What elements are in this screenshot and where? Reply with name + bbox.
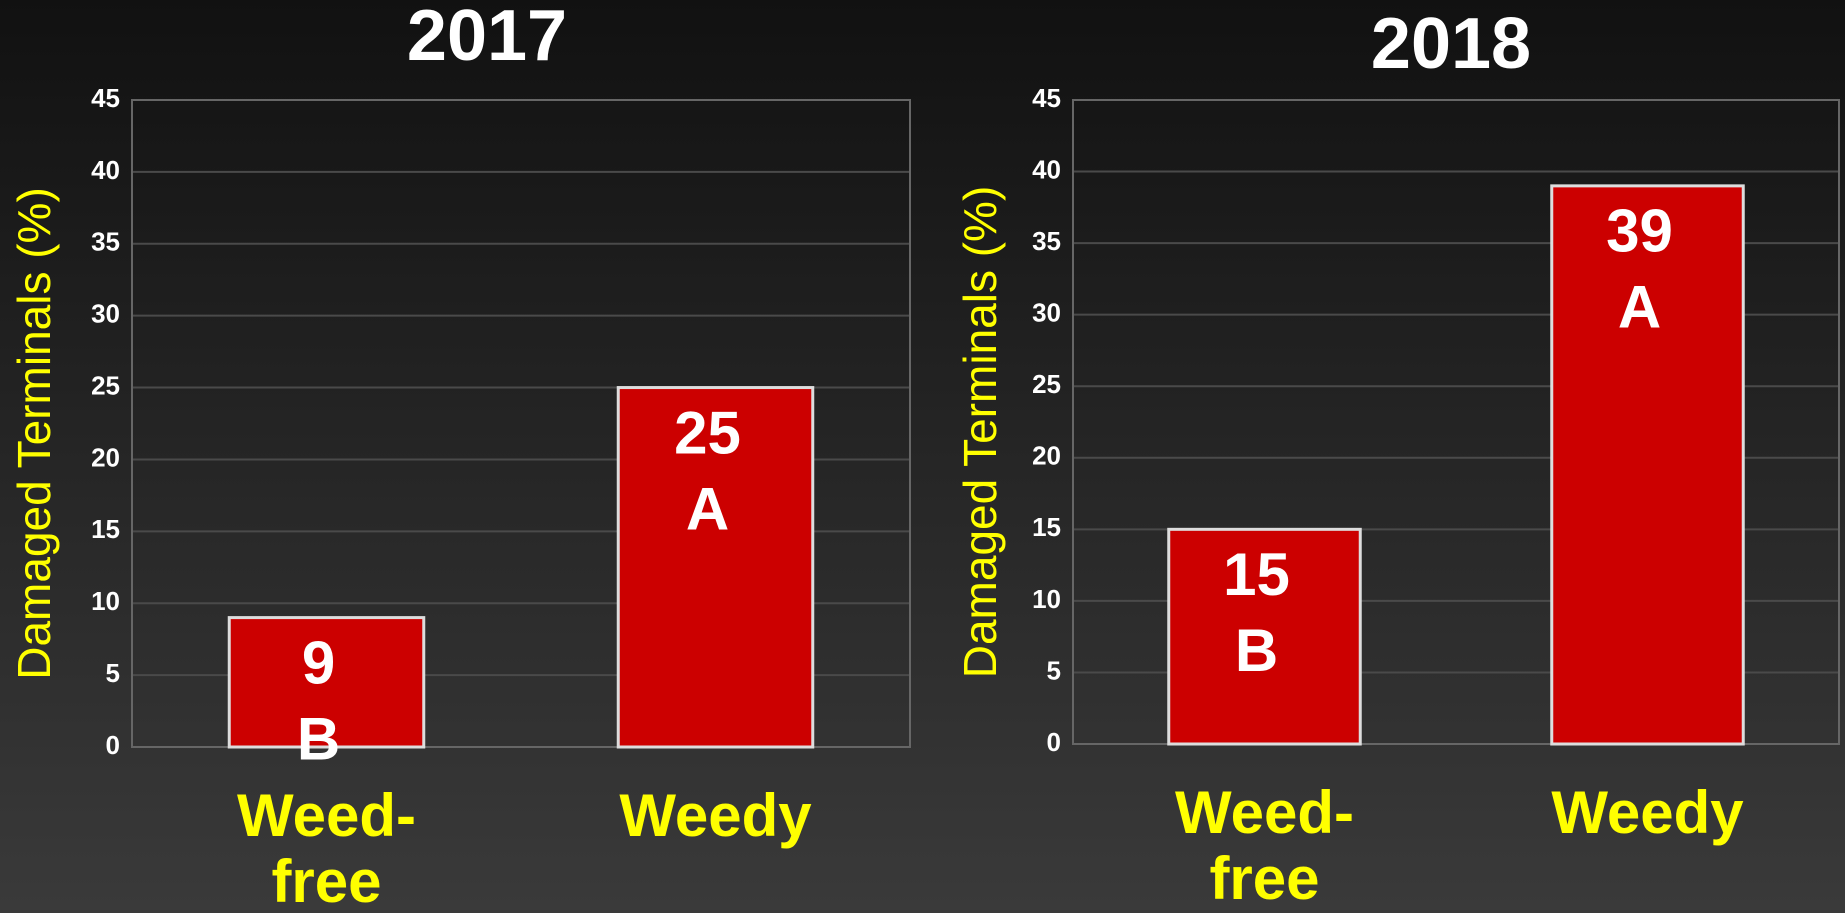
- letter-label: B: [297, 705, 340, 772]
- y-tick-label: 40: [1032, 154, 1061, 184]
- x-tick-label: Weed-free: [1175, 779, 1354, 912]
- x-tick-label: Weed-free: [237, 782, 416, 915]
- y-tick-label: 45: [91, 83, 120, 113]
- x-tick-label: Weedy: [1551, 779, 1744, 846]
- y-tick-label: 15: [1032, 512, 1061, 542]
- y-tick-label: 20: [1032, 441, 1061, 471]
- value-label: 15: [1223, 541, 1290, 608]
- letter-label: B: [1235, 617, 1278, 684]
- chart-title: 2018: [1371, 4, 1531, 84]
- y-tick-label: 5: [1047, 655, 1061, 685]
- plot-frame: [131, 99, 911, 748]
- y-tick-label: 10: [91, 586, 120, 616]
- value-label: 39: [1606, 198, 1673, 265]
- y-tick-label: 35: [1032, 226, 1061, 256]
- bar: [227, 616, 426, 749]
- bar: [1550, 184, 1745, 746]
- chart-title: 2017: [407, 0, 567, 76]
- y-tick-label: 25: [91, 370, 120, 400]
- y-tick-label: 5: [106, 658, 120, 688]
- y-tick-label: 30: [1032, 298, 1061, 328]
- x-tick-label: Weedy: [619, 782, 812, 849]
- y-tick-label: 20: [91, 442, 120, 472]
- y-tick-label: 10: [1032, 584, 1061, 614]
- y-tick-label: 15: [91, 514, 120, 544]
- bar: [616, 386, 815, 749]
- bar: [1167, 527, 1362, 746]
- y-axis-label: Damaged Terminals (%): [8, 187, 60, 680]
- y-tick-label: 0: [1047, 727, 1061, 757]
- y-tick-label: 25: [1032, 369, 1061, 399]
- value-label: 25: [674, 399, 741, 466]
- letter-label: A: [686, 475, 729, 542]
- y-tick-label: 45: [1032, 83, 1061, 113]
- y-tick-label: 30: [91, 299, 120, 329]
- plot-frame: [1072, 99, 1840, 745]
- y-tick-label: 35: [91, 227, 120, 257]
- y-tick-label: 0: [106, 730, 120, 760]
- letter-label: A: [1618, 274, 1661, 341]
- y-tick-label: 40: [91, 155, 120, 185]
- y-axis-label: Damaged Terminals (%): [954, 186, 1006, 679]
- value-label: 9: [302, 629, 335, 696]
